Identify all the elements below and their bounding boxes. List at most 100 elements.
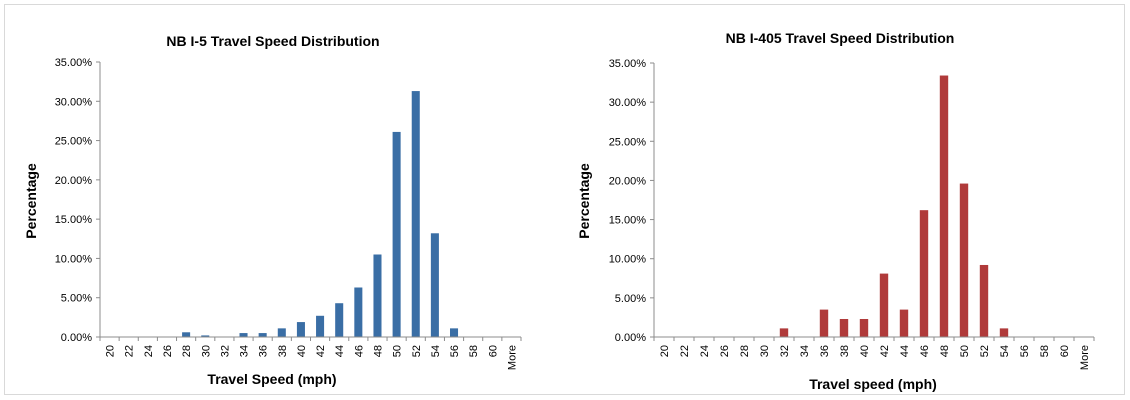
bar xyxy=(879,273,889,337)
x-tick-label: 52 xyxy=(979,345,991,357)
bar xyxy=(239,333,248,337)
x-tick-label: 36 xyxy=(258,345,270,357)
x-tick-label: 50 xyxy=(959,345,971,357)
x-tick-label: 20 xyxy=(105,345,117,357)
bar xyxy=(779,328,789,337)
chart-i405: NB I-405 Travel Speed Distribution Perce… xyxy=(576,30,1095,392)
bar xyxy=(839,318,849,337)
bar xyxy=(277,328,286,337)
x-tick-label: 20 xyxy=(659,345,671,357)
x-tick-label: 38 xyxy=(277,345,289,357)
x-tick-label: 22 xyxy=(124,345,136,357)
x-tick-label: 48 xyxy=(372,345,384,357)
y-tick-label: 25.00% xyxy=(55,136,93,148)
x-axis-label: Travel speed (mph) xyxy=(809,376,937,392)
y-tick-label: 5.00% xyxy=(61,293,92,305)
y-tick-label: 0.00% xyxy=(61,332,92,344)
x-ticks: 20 22 24 26 28 30 32 34 36 38 40 42 44 46 48 50 52 54 56 58… xyxy=(99,337,522,370)
x-tick-label: 56 xyxy=(449,345,461,357)
bar xyxy=(819,309,829,337)
bar xyxy=(959,183,969,337)
y-tick-label: 20.00% xyxy=(609,175,647,187)
x-tick-label: 34 xyxy=(239,345,251,357)
bar xyxy=(450,328,459,337)
bar xyxy=(919,210,929,337)
bars xyxy=(182,91,459,337)
x-tick-label: 32 xyxy=(779,345,791,357)
y-tick-label: 25.00% xyxy=(609,136,647,148)
bar xyxy=(335,303,344,337)
x-tick-label: 24 xyxy=(143,345,155,357)
bar xyxy=(373,254,382,337)
y-tick-label: 15.00% xyxy=(55,214,93,226)
x-tick-label: 26 xyxy=(719,345,731,357)
bar xyxy=(411,91,420,337)
bar xyxy=(316,315,325,337)
bar xyxy=(201,335,210,337)
x-tick-label: 30 xyxy=(759,345,771,357)
x-tick-label: 60 xyxy=(487,345,499,357)
x-tick-label: More xyxy=(1079,345,1091,370)
x-tick-label: 46 xyxy=(353,345,365,357)
bar xyxy=(939,75,949,338)
x-tick-label: 56 xyxy=(1019,345,1031,357)
x-tick-label: 42 xyxy=(315,345,327,357)
x-tick-label: 54 xyxy=(430,345,442,357)
bar xyxy=(392,131,401,337)
x-tick-label: 32 xyxy=(219,345,231,357)
y-tick-label: 0.00% xyxy=(615,332,646,344)
x-tick-label: 28 xyxy=(181,345,193,357)
y-ticks: 0.00% 5.00% 10.00% 15.00% 20.00% 25.00% 30.00%… xyxy=(609,58,654,344)
y-tick-label: 10.00% xyxy=(55,253,93,265)
chart-frame xyxy=(4,4,1125,395)
y-tick-label: 30.00% xyxy=(609,97,647,109)
chart-i5: NB I-5 Travel Speed Distribution Percent… xyxy=(23,33,522,387)
y-tick-label: 10.00% xyxy=(609,254,647,266)
chart-title: NB I-405 Travel Speed Distribution xyxy=(726,30,955,46)
x-tick-label: 46 xyxy=(919,345,931,357)
y-tick-label: 15.00% xyxy=(609,215,647,227)
y-axis-label: Percentage xyxy=(23,163,39,239)
bar xyxy=(999,328,1009,337)
x-tick-label: 58 xyxy=(468,345,480,357)
x-tick-label: 36 xyxy=(819,345,831,357)
bars xyxy=(779,75,1009,338)
x-tick-label: 48 xyxy=(939,345,951,357)
bar xyxy=(296,322,305,337)
x-tick-label: 22 xyxy=(679,345,691,357)
x-tick-label: More xyxy=(506,345,518,370)
x-tick-label: 26 xyxy=(162,345,174,357)
chart-title: NB I-5 Travel Speed Distribution xyxy=(166,33,379,49)
bar xyxy=(899,309,909,337)
x-tick-label: 42 xyxy=(879,345,891,357)
x-tick-label: 50 xyxy=(392,345,404,357)
y-axis-label: Percentage xyxy=(576,163,592,239)
bar xyxy=(354,287,363,337)
x-tick-label: 34 xyxy=(799,345,811,357)
y-ticks: 0.00% 5.00% 10.00% 15.00% 20.00% 25.00% 30.00%… xyxy=(55,57,100,344)
x-tick-label: 54 xyxy=(999,345,1011,357)
x-tick-label: 40 xyxy=(859,345,871,357)
y-tick-label: 5.00% xyxy=(615,293,646,305)
x-ticks: 20 22 24 26 28 30 32 34 36 38 40 42 44 46 48 50 52 54 56 58… xyxy=(653,337,1095,370)
x-tick-label: 38 xyxy=(839,345,851,357)
x-tick-label: 58 xyxy=(1039,345,1051,357)
x-tick-label: 44 xyxy=(334,345,346,357)
x-tick-label: 60 xyxy=(1059,345,1071,357)
x-tick-label: 40 xyxy=(296,345,308,357)
y-tick-label: 35.00% xyxy=(609,58,647,70)
x-tick-label: 30 xyxy=(200,345,212,357)
y-tick-label: 20.00% xyxy=(55,175,93,187)
bar xyxy=(258,333,267,337)
bar xyxy=(182,332,191,337)
y-tick-label: 30.00% xyxy=(55,96,93,108)
x-tick-label: 28 xyxy=(739,345,751,357)
bar xyxy=(430,233,439,337)
x-axis-label: Travel Speed (mph) xyxy=(207,371,336,387)
x-tick-label: 44 xyxy=(899,345,911,357)
bar xyxy=(979,264,989,337)
x-tick-label: 52 xyxy=(411,345,423,357)
y-tick-label: 35.00% xyxy=(55,57,93,69)
bar xyxy=(859,318,869,337)
